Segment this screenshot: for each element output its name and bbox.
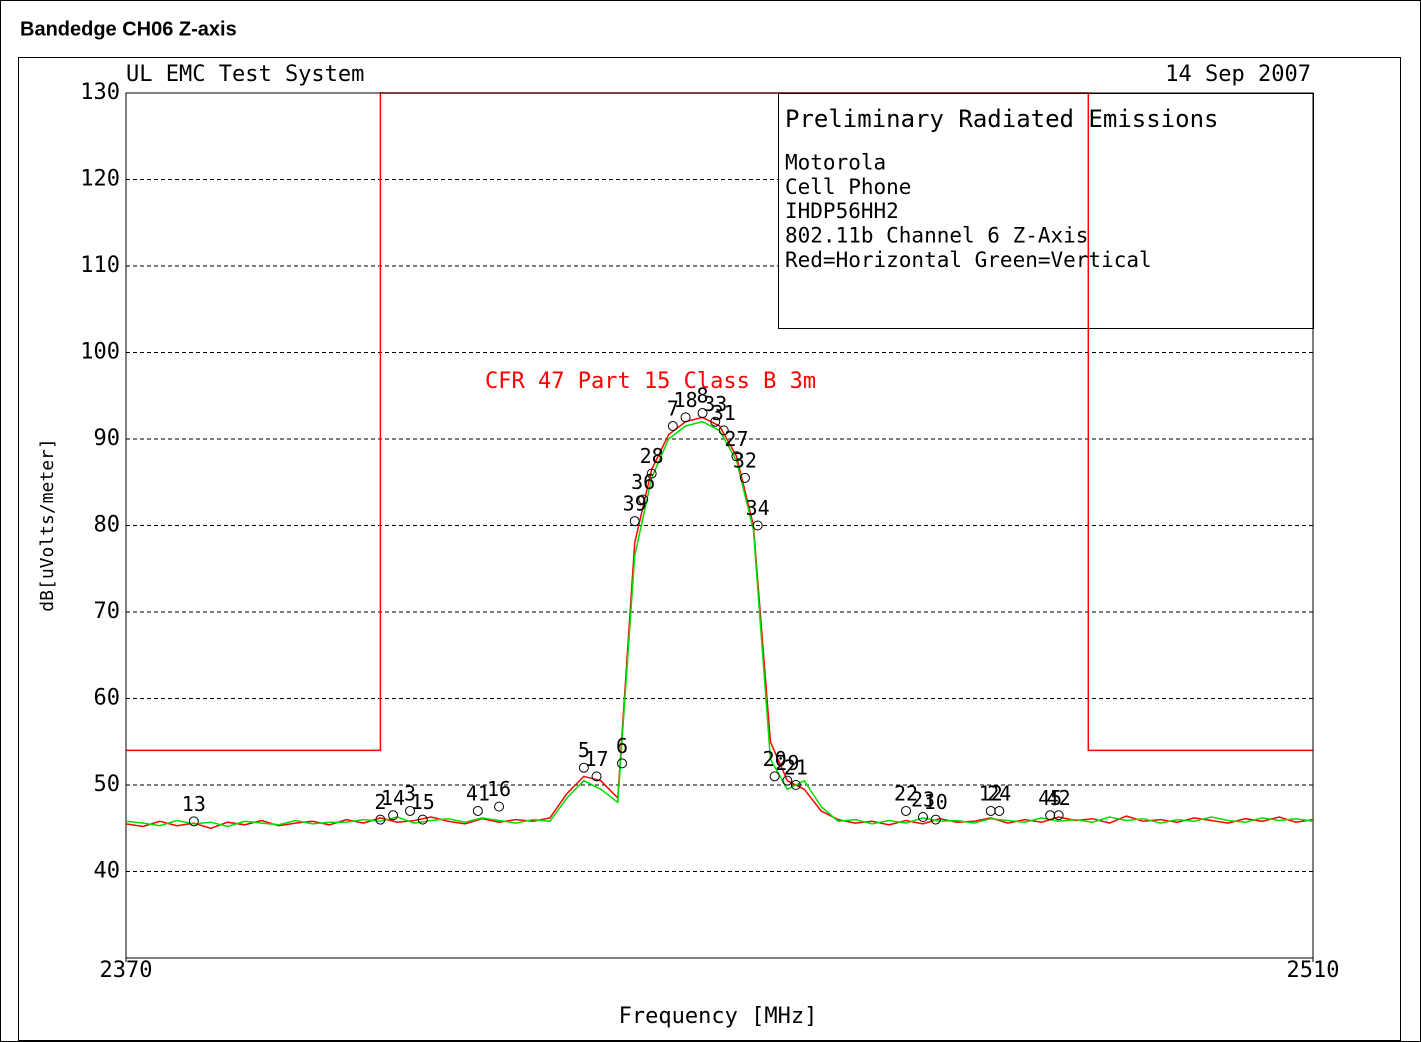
marker-label: 29	[775, 751, 799, 775]
marker	[578, 762, 589, 773]
y-tick-label: 60	[94, 686, 121, 711]
marker-label: 15	[411, 790, 435, 814]
x-tick-label: 2510	[1287, 958, 1340, 983]
info-line: Red=Horizontal Green=Vertical	[785, 248, 1152, 272]
info-line: Motorola	[785, 150, 886, 174]
plot-frame	[125, 92, 1314, 959]
marker	[697, 408, 708, 419]
marker-label: 27	[724, 427, 748, 451]
marker-label: 41	[466, 781, 490, 805]
marker	[731, 451, 742, 462]
marker-label: 3	[404, 781, 416, 805]
marker	[375, 814, 386, 825]
y-tick-label: 40	[94, 859, 121, 884]
info-line: Preliminary Radiated Emissions	[785, 105, 1218, 133]
marker-label: 12	[979, 781, 1003, 805]
chart-title: Bandedge CH06 Z-axis	[20, 18, 237, 40]
y-tick-label: 100	[80, 340, 120, 365]
marker-label: 5	[578, 738, 590, 762]
marker-label: 7	[667, 397, 679, 421]
series-line	[125, 416, 1314, 830]
marker	[782, 775, 793, 786]
marker-label: 24	[987, 781, 1011, 805]
marker-label: 28	[640, 444, 664, 468]
limit-label: CFR 47 Part 15 Class B 3m	[485, 369, 816, 394]
x-tick-label: 2370	[100, 958, 153, 983]
marker	[917, 812, 928, 823]
marker-label: 6	[616, 734, 628, 758]
marker	[388, 810, 399, 821]
marker	[769, 771, 780, 782]
system-label: UL EMC Test System	[126, 62, 364, 87]
marker-label: 14	[381, 786, 405, 810]
marker	[638, 494, 649, 505]
y-axis-label: dB[uVolts/meter]	[37, 438, 58, 611]
y-tick-label: 50	[94, 772, 121, 797]
x-axis-label: Frequency [MHz]	[619, 1004, 818, 1029]
marker	[985, 805, 996, 816]
marker	[739, 472, 750, 483]
y-tick-label: 90	[94, 426, 121, 451]
marker-label: 22	[894, 781, 918, 805]
marker-label: 13	[182, 792, 206, 816]
y-tick-label: 120	[80, 167, 120, 192]
info-line: Cell Phone	[785, 175, 911, 199]
marker	[710, 416, 721, 427]
marker-label: 8	[697, 384, 709, 408]
marker	[930, 814, 941, 825]
marker	[472, 805, 483, 816]
marker-label: 36	[631, 470, 655, 494]
marker	[752, 520, 763, 531]
y-tick-label: 110	[80, 253, 120, 278]
y-tick-label: 130	[80, 80, 120, 105]
marker	[1045, 810, 1056, 821]
marker-label: 21	[784, 756, 808, 780]
marker	[591, 771, 602, 782]
marker	[188, 816, 199, 827]
marker	[616, 758, 627, 769]
marker-label: 42	[1047, 786, 1071, 810]
marker	[646, 468, 657, 479]
marker	[718, 425, 729, 436]
marker	[667, 421, 678, 432]
marker-label: 33	[703, 392, 727, 416]
info-line: 802.11b Channel 6 Z-Axis	[785, 224, 1088, 248]
marker	[1053, 810, 1064, 821]
y-tick-label: 70	[94, 599, 121, 624]
chart-frame	[18, 57, 1401, 1041]
marker-label: 20	[763, 747, 787, 771]
marker	[790, 780, 801, 790]
marker-label: 45	[1038, 786, 1062, 810]
marker-label: 2	[374, 790, 386, 814]
marker-label: 32	[733, 448, 757, 472]
marker	[417, 814, 428, 825]
marker	[405, 805, 416, 816]
y-tick-label: 80	[94, 513, 121, 538]
info-box	[778, 93, 1314, 329]
marker	[629, 516, 640, 527]
marker	[680, 412, 691, 423]
marker-label: 10	[924, 790, 948, 814]
marker-label: 16	[487, 777, 511, 801]
marker-label: 34	[746, 496, 770, 520]
marker-label: 31	[712, 401, 736, 425]
date-label: 14 Sep 2007	[1165, 62, 1311, 87]
marker-label: 23	[911, 788, 935, 812]
info-line: IHDP56HH2	[785, 199, 899, 223]
marker-label: 18	[674, 388, 698, 412]
marker-label: 17	[585, 747, 609, 771]
marker	[901, 805, 912, 816]
marker	[994, 805, 1005, 816]
marker	[494, 801, 505, 812]
